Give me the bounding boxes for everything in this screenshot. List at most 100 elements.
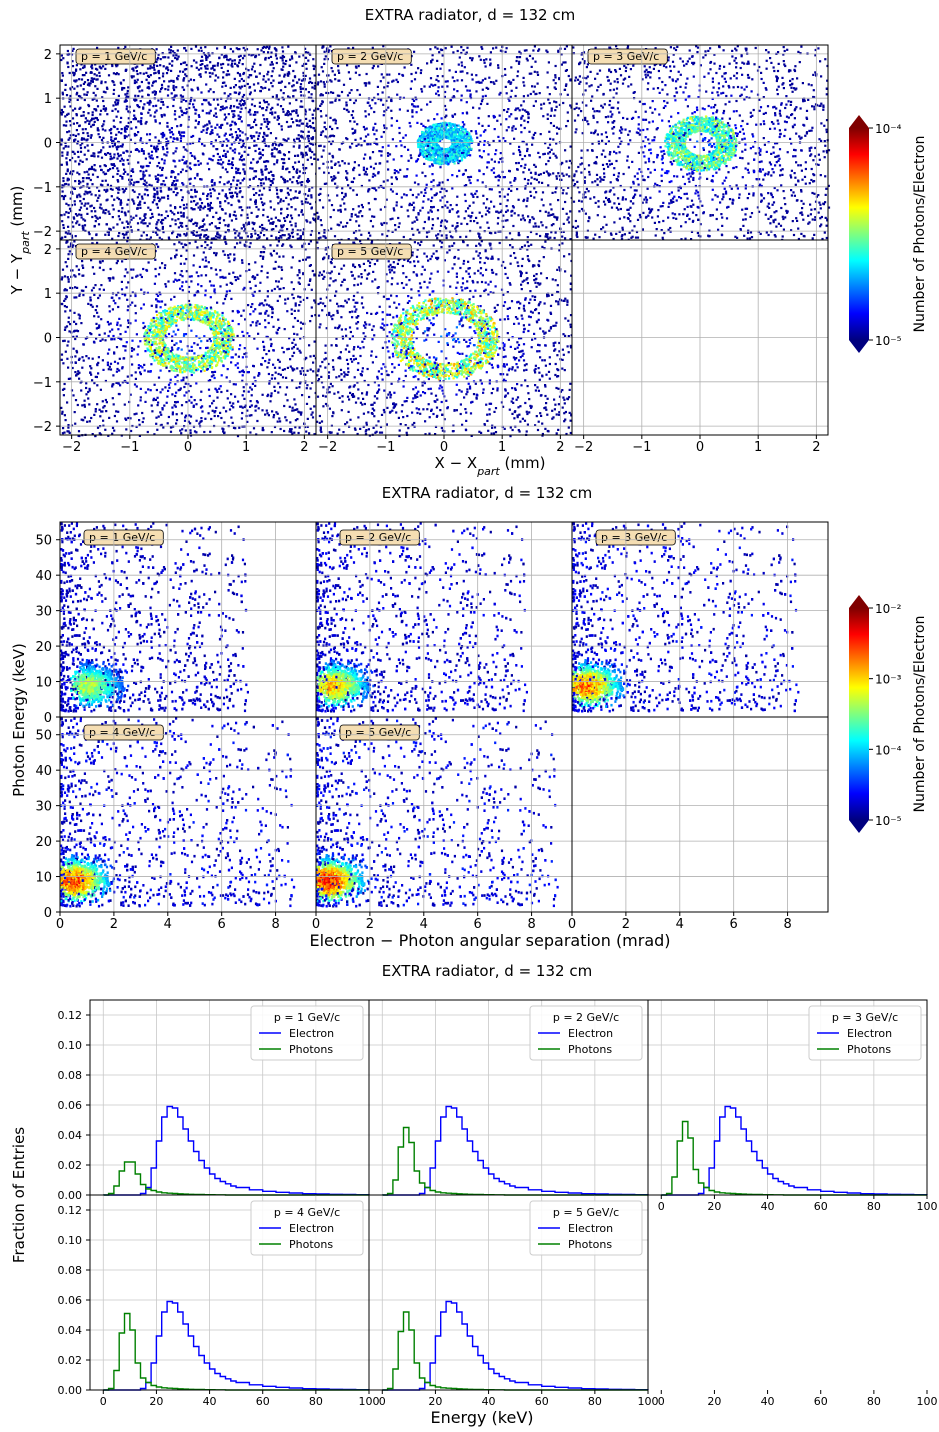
heatmap-cell <box>562 230 565 233</box>
heatmap-cell <box>497 64 500 67</box>
heatmap-cell <box>445 234 448 237</box>
heatmap-cell <box>468 89 471 92</box>
heatmap-cell <box>435 142 438 145</box>
heatmap-cell <box>97 155 100 158</box>
heatmap-cell <box>462 146 465 149</box>
heatmap-cell <box>465 111 468 114</box>
heatmap-cell <box>172 230 175 233</box>
heatmap-cell <box>117 140 120 143</box>
heatmap-cell <box>520 218 523 221</box>
heatmap-cell <box>424 149 427 152</box>
heatmap-cell <box>467 139 470 142</box>
heatmap-cell <box>480 156 483 159</box>
heatmap-cell <box>96 186 99 189</box>
heatmap-cell <box>195 61 198 64</box>
heatmap-cell <box>173 213 176 216</box>
heatmap-cell <box>433 161 436 164</box>
heatmap-cell <box>288 151 291 154</box>
heatmap-cell <box>239 54 242 57</box>
heatmap-cell <box>360 233 363 236</box>
heatmap-cell <box>96 105 100 108</box>
heatmap-cell <box>305 67 308 70</box>
heatmap-cell <box>233 114 236 117</box>
heatmap-cell <box>307 125 310 128</box>
heatmap-cell <box>302 87 305 90</box>
heatmap-cell <box>458 56 461 59</box>
heatmap-cell <box>72 122 75 125</box>
heatmap-cell <box>213 183 216 186</box>
heatmap-cell <box>72 225 75 228</box>
heatmap-cell <box>158 200 161 203</box>
heatmap-cell <box>461 151 464 155</box>
heatmap-cell <box>478 211 481 214</box>
heatmap-cell <box>323 58 326 61</box>
heatmap-cell <box>426 153 429 156</box>
heatmap-cell <box>476 136 479 139</box>
heatmap-cell <box>94 194 97 197</box>
heatmap-cell <box>456 79 459 82</box>
heatmap-cell <box>454 159 457 162</box>
heatmap-cell <box>203 234 206 237</box>
heatmap-cell <box>530 65 533 68</box>
heatmap-cell <box>525 205 528 208</box>
heatmap-cell <box>82 66 85 69</box>
heatmap-cell <box>76 98 79 101</box>
heatmap-cell <box>395 178 398 181</box>
heatmap-cell <box>107 74 111 77</box>
heatmap-cell <box>410 203 413 206</box>
heatmap-cell <box>518 234 521 237</box>
heatmap-cell <box>564 69 567 72</box>
heatmap-cell <box>357 215 360 218</box>
heatmap-cell <box>86 79 90 82</box>
heatmap-cell <box>108 212 111 215</box>
heatmap-cell <box>124 93 127 96</box>
heatmap-cell <box>125 125 128 128</box>
heatmap-cell <box>402 235 405 239</box>
heatmap-cell <box>328 140 331 143</box>
heatmap-cell <box>547 184 550 187</box>
heatmap-cell <box>251 167 254 170</box>
heatmap-cell <box>112 163 115 166</box>
heatmap-cell <box>264 86 267 89</box>
heatmap-cell <box>416 105 420 108</box>
heatmap-cell <box>221 105 224 108</box>
heatmap-cell <box>463 142 466 145</box>
heatmap-cell <box>238 152 241 155</box>
heatmap-cell <box>358 229 361 232</box>
heatmap-cell <box>190 47 193 50</box>
heatmap-cell <box>432 185 435 188</box>
heatmap-cell <box>244 227 247 231</box>
heatmap-cell <box>102 65 105 68</box>
heatmap-cell <box>80 138 83 141</box>
heatmap-cell <box>291 110 294 113</box>
heatmap-cell <box>437 145 440 148</box>
heatmap-cell <box>454 70 457 73</box>
heatmap-cell <box>157 142 160 145</box>
heatmap-cell <box>155 109 158 112</box>
heatmap-cell <box>129 182 133 185</box>
heatmap-cell <box>60 143 63 146</box>
heatmap-cell <box>99 113 102 116</box>
heatmap-cell <box>529 92 532 96</box>
heatmap-cell <box>459 70 462 73</box>
heatmap-cell <box>306 178 310 181</box>
heatmap-cell <box>127 121 130 124</box>
heatmap-cell <box>451 208 454 211</box>
spatial-title: EXTRA radiator, d = 132 cm <box>365 6 575 24</box>
heatmap-cell <box>369 234 372 237</box>
heatmap-cell <box>439 67 442 70</box>
heatmap-cell <box>223 183 226 186</box>
heatmap-cell <box>346 94 350 97</box>
heatmap-cell <box>145 78 148 81</box>
heatmap-cell <box>478 107 481 110</box>
heatmap-cell <box>505 129 508 132</box>
heatmap-cell <box>224 84 227 87</box>
heatmap-cell <box>248 124 251 127</box>
heatmap-cell <box>112 104 115 107</box>
heatmap-cell <box>234 122 237 126</box>
heatmap-cell <box>238 59 241 62</box>
heatmap-cell <box>98 136 101 139</box>
heatmap-cell <box>454 227 457 230</box>
heatmap-cell <box>113 164 116 167</box>
heatmap-cell <box>395 192 398 195</box>
